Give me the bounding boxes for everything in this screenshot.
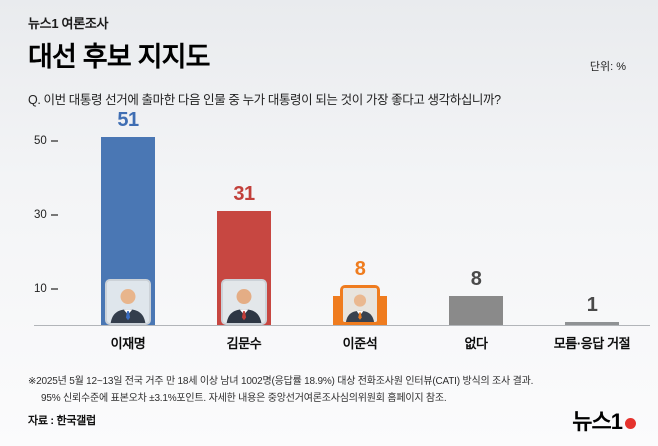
bar-column: 8 [418, 122, 534, 326]
tick-mark [50, 140, 58, 142]
y-tick-label: 30 [34, 209, 47, 221]
news1-logo: 뉴스1 [572, 404, 636, 436]
candidate-photo [105, 279, 151, 325]
bar-value: 8 [354, 258, 366, 280]
bar [449, 296, 503, 326]
category-labels: 이재명 김문수 이준석 없다 모름·응답 거절 [70, 333, 650, 352]
methodology-line-2: 95% 신뢰수준에 표본오차 ±3.1%포인트. 자세한 내용은 중앙선거여론조… [41, 392, 447, 404]
category-label: 모름·응답 거절 [553, 336, 631, 351]
page-title: 대선 후보 지지도 [28, 42, 210, 72]
category-label: 이재명 [110, 336, 146, 351]
category-label: 김문수 [226, 336, 262, 351]
tick-mark [50, 214, 58, 216]
bar-value: 1 [586, 294, 598, 317]
y-tick: 50 [34, 133, 58, 149]
bar [565, 322, 619, 326]
y-tick-label: 10 [34, 283, 47, 295]
plot-area: 10 30 50 51 31 [0, 109, 658, 326]
methodology-note: ※2025년 5월 12~13일 전국 거주 만 18세 이상 남녀 1002명… [28, 374, 630, 407]
bar-value: 31 [233, 183, 255, 206]
header: 뉴스1 여론조사 대선 후보 지지도 단위: % Q. 이번 대통령 선거에 출… [0, 0, 658, 108]
survey-question: Q. 이번 대통령 선거에 출마한 다음 인물 중 누가 대통령이 되는 것이 … [28, 93, 501, 107]
bar-columns: 51 31 8 [70, 109, 650, 326]
bar-column: 31 [186, 122, 302, 326]
news1-logo-dot-icon [625, 417, 636, 429]
bar-chart: 10 30 50 51 31 [0, 109, 658, 352]
y-tick-label: 50 [34, 135, 47, 147]
x-axis-line [34, 325, 650, 326]
category-label: 이준석 [342, 336, 378, 351]
unit-label: 단위: % [589, 61, 626, 73]
bar-value: 51 [117, 109, 139, 132]
category-label: 없다 [464, 336, 488, 351]
y-tick: 10 [34, 281, 58, 297]
candidate-photo [340, 285, 380, 325]
methodology-line-1: ※2025년 5월 12~13일 전국 거주 만 18세 이상 남녀 1002명… [28, 376, 534, 387]
footer-bar: 자료 : 한국갤럽 뉴스1 [28, 404, 636, 436]
y-tick: 30 [34, 207, 58, 223]
candidate-photo [221, 279, 267, 325]
tick-mark [50, 288, 58, 290]
kicker: 뉴스1 여론조사 [28, 16, 109, 31]
bar-column: 8 [302, 122, 418, 326]
source-label: 자료 : 한국갤럽 [28, 415, 96, 427]
news1-logo-text: 뉴스1 [572, 409, 623, 434]
bar-value: 8 [470, 268, 482, 291]
bar-column: 1 [534, 122, 650, 326]
bar-column: 51 [70, 109, 186, 326]
